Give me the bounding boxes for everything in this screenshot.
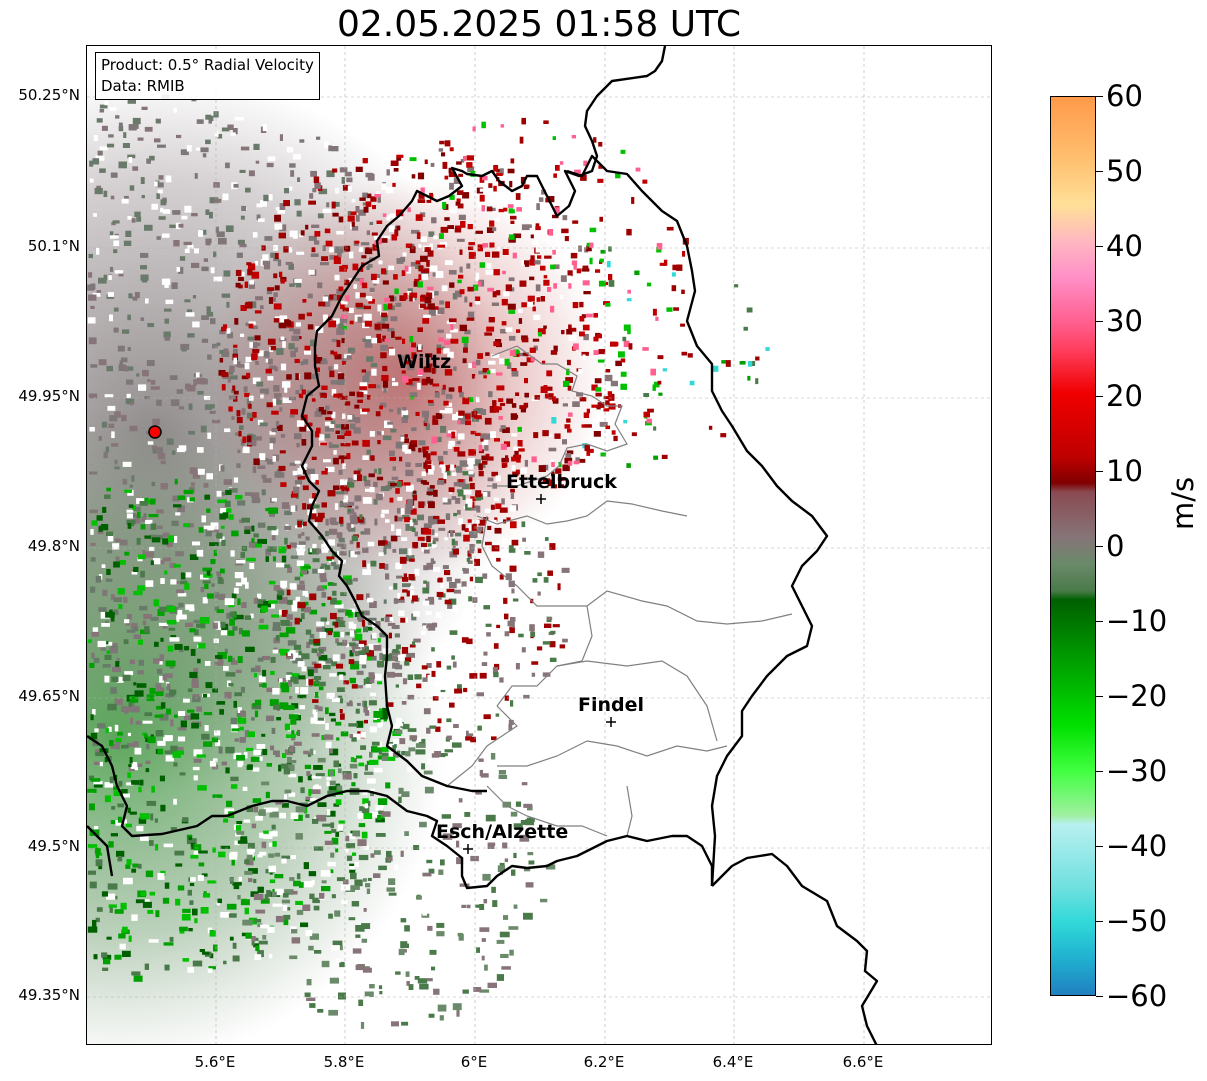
colorbar-tick — [1096, 546, 1103, 547]
colorbar-unit-label: m/s — [1166, 476, 1200, 530]
colorbar-tick-label: 20 — [1106, 379, 1143, 413]
colorbar-tick — [1096, 921, 1103, 922]
lat-tick: 49.35°N — [18, 986, 80, 1004]
colorbar-tick-label: −20 — [1106, 679, 1168, 713]
colorbar-tick-label: −40 — [1106, 829, 1168, 863]
lon-tick: 6.4°E — [712, 1053, 754, 1071]
colorbar-tick-label: 60 — [1106, 79, 1143, 113]
lon-tick: 6.2°E — [583, 1053, 625, 1071]
colorbar-tick-label: −30 — [1106, 754, 1168, 788]
lat-tick: 50.1°N — [27, 237, 80, 255]
radar-map[interactable] — [86, 45, 992, 1045]
lon-tick: 5.6°E — [194, 1053, 236, 1071]
colorbar-tick-label: 30 — [1106, 304, 1143, 338]
radar-site-marker — [148, 425, 162, 439]
colorbar-tick — [1096, 771, 1103, 772]
colorbar-tick — [1096, 321, 1103, 322]
data-source-label: Data: RMIB — [101, 77, 185, 95]
radar-echo-field — [87, 46, 991, 1044]
colorbar-tick — [1096, 471, 1103, 472]
city-label-wiltz: Wiltz — [397, 351, 452, 373]
map-canvas — [87, 46, 991, 1044]
colorbar-tick-label: −10 — [1106, 604, 1168, 638]
colorbar-tick — [1096, 846, 1103, 847]
colorbar-tick — [1096, 621, 1103, 622]
colorbar-tick — [1096, 96, 1103, 97]
colorbar-tick-label: 40 — [1106, 229, 1143, 263]
lat-tick: 49.5°N — [27, 837, 80, 855]
national-borders — [87, 46, 879, 1044]
canton-boundaries — [446, 345, 793, 837]
lon-tick: 5.8°E — [323, 1053, 365, 1071]
colorbar-tick — [1096, 696, 1103, 697]
lat-tick: 49.65°N — [18, 687, 80, 705]
colorbar-tick-label: 10 — [1106, 454, 1143, 488]
colorbar-tick-label: −50 — [1106, 904, 1168, 938]
city-label-ettelbruck: Ettelbruck — [506, 471, 617, 493]
city-label-findel: Findel — [578, 694, 645, 716]
lat-tick: 49.95°N — [18, 387, 80, 405]
city-label-esch: Esch/Alzette — [436, 821, 569, 843]
velocity-colorbar — [1050, 96, 1096, 996]
map-title: 02.05.2025 01:58 UTC — [336, 4, 742, 45]
colorbar-tick — [1096, 171, 1103, 172]
gridlines — [87, 46, 991, 1044]
lon-tick: 6.6°E — [842, 1053, 884, 1071]
city-markers — [463, 494, 616, 854]
colorbar-tick-label: 0 — [1106, 529, 1125, 563]
colorbar-tick — [1096, 396, 1103, 397]
colorbar-tick — [1096, 996, 1103, 997]
lon-tick: 6°E — [460, 1053, 488, 1071]
product-label: Product: 0.5° Radial Velocity — [101, 56, 314, 74]
colorbar-tick — [1096, 246, 1103, 247]
colorbar-tick-label: 50 — [1106, 154, 1143, 188]
lat-tick: 49.8°N — [27, 537, 80, 555]
product-info-box: Product: 0.5° Radial Velocity Data: RMIB — [95, 52, 320, 100]
colorbar-tick-label: −60 — [1106, 979, 1168, 1013]
lat-tick: 50.25°N — [18, 86, 80, 104]
